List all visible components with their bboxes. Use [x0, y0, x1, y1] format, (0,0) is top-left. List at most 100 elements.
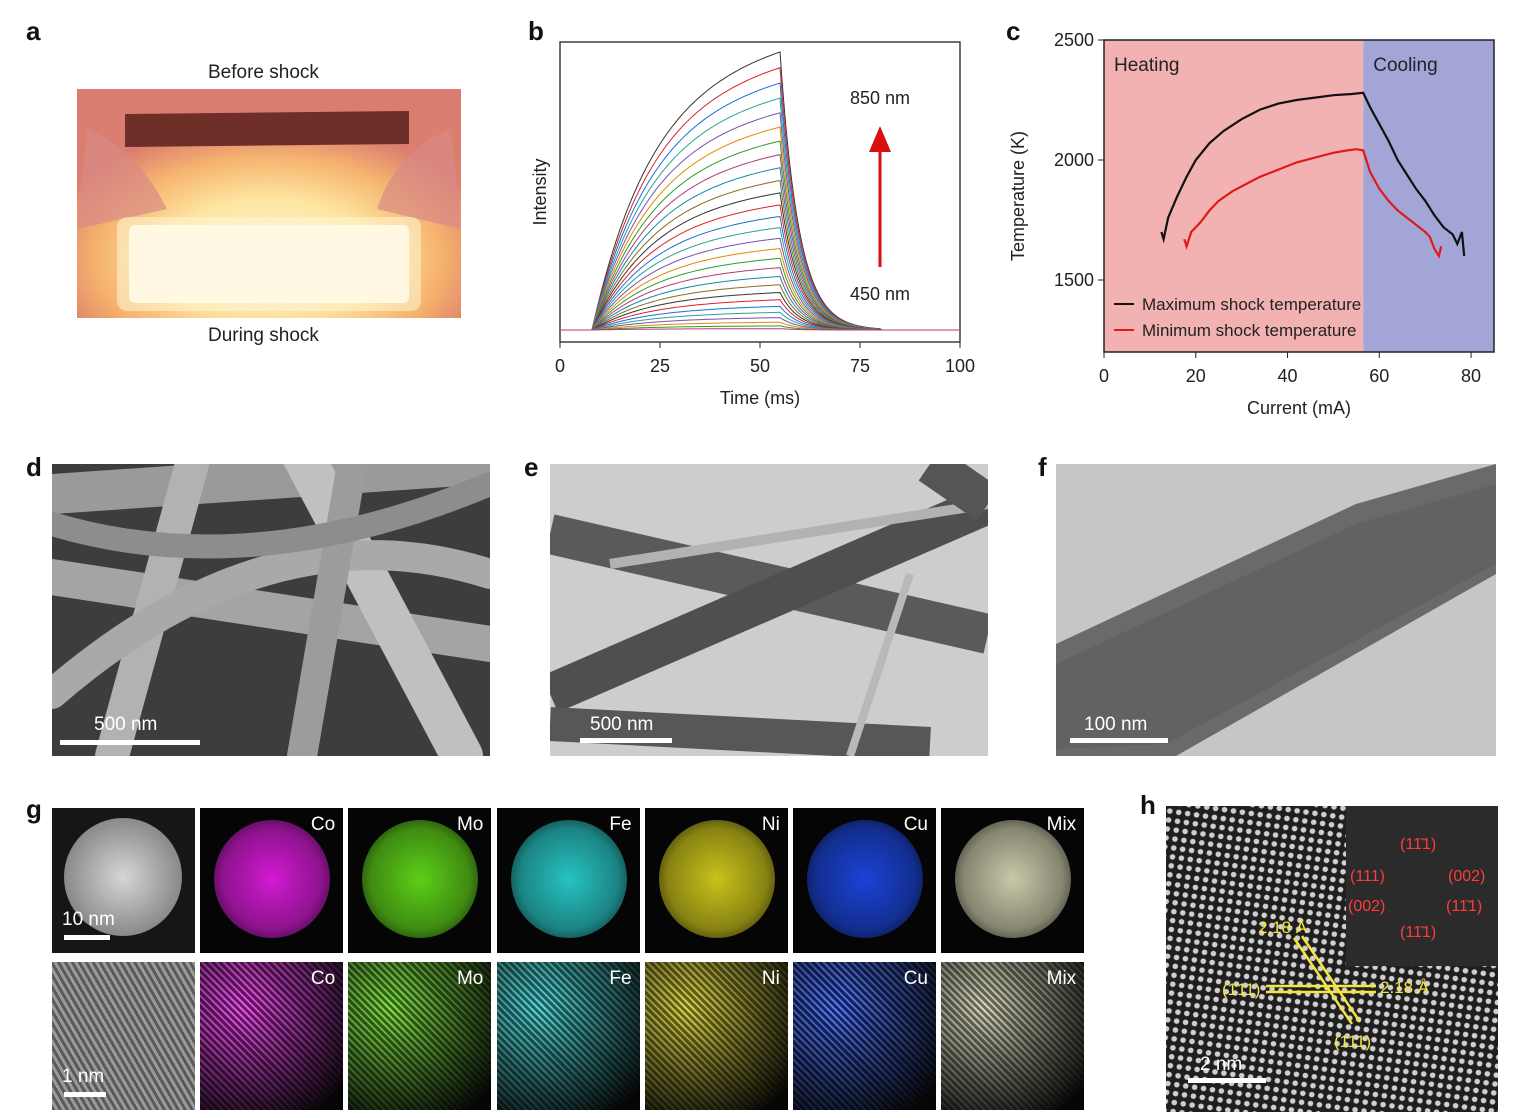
scale-label-d: 500 nm — [94, 714, 158, 735]
y-axis-label-b: Intensity — [530, 158, 550, 225]
scale-label-g: 10 nm — [62, 909, 115, 930]
intensity-chart: 0 25 50 75 100 Time (ms) Intensity 850 nm 450 nm — [530, 41, 975, 408]
x-axis-label-c: Current (mA) — [1247, 398, 1351, 418]
during-shock-caption: During shock — [208, 325, 319, 346]
temperature-chart: Heating Cooling 0 20 40 60 80 1500 2000 2500 Curre… — [1008, 30, 1495, 418]
eds-map-co: Co — [200, 962, 344, 1110]
eds-map-label: Cu — [903, 968, 928, 989]
scale-bar-d — [60, 740, 200, 745]
scale-bar-f — [1070, 738, 1168, 743]
x-tick-label-b: 0 — [555, 356, 565, 376]
spectrum-series-line — [560, 227, 960, 331]
scale-label-f: 100 nm — [1084, 714, 1148, 735]
eds-map-label: Mo — [456, 968, 484, 989]
element-distribution-blob — [658, 820, 775, 938]
fft-label-right2: (11̄1) — [1446, 898, 1483, 915]
hrtem-lattice-graphic — [1166, 806, 1498, 1112]
fft-label-left2: (002) — [1348, 898, 1386, 915]
tem-image-e: 500 nm — [550, 464, 988, 756]
eds-map-cu: Cu — [793, 962, 936, 1110]
fft-label-right: (002) — [1448, 868, 1486, 885]
eds-map-mix: Mix — [941, 962, 1085, 1110]
tem-fiber-zoom-graphic — [1056, 464, 1496, 756]
panel-letter-f: f — [1038, 452, 1047, 482]
eds-map-mo: Mo — [348, 962, 492, 1110]
y-tick-label-c: 2500 — [1054, 30, 1094, 50]
eds-map-cu: Cu — [793, 808, 936, 953]
x-tick-label-b: 75 — [850, 356, 870, 376]
tem-fibers-graphic — [550, 464, 988, 756]
shock-photo-graphic — [77, 89, 461, 318]
legend-entry: Minimum shock temperature — [1142, 321, 1356, 340]
fft-label-left: (111) — [1350, 868, 1385, 885]
tem-image-f: 100 nm — [1056, 464, 1496, 756]
before-shock-caption: Before shock — [208, 62, 319, 83]
eds-map-label: Ni — [761, 814, 780, 835]
y-tick-label-c: 2000 — [1054, 150, 1094, 170]
panel-letter-h: h — [1140, 790, 1156, 820]
eds-map-label: Mix — [1046, 814, 1077, 835]
eds-map-label: Fe — [609, 814, 632, 835]
fft-label-top: (11̄1) — [1400, 836, 1437, 853]
hrtem-image: (11̄1) (111) (002) (002) (11̄1) (11̄1) 2… — [1166, 806, 1498, 1112]
spacing-label-a: 2.18 Å — [1258, 918, 1308, 937]
panel-letter-g: g — [26, 794, 42, 824]
x-tick-label-c: 40 — [1278, 366, 1298, 386]
x-tick-label-b: 100 — [945, 356, 975, 376]
temperature-series-line — [1160, 91, 1466, 257]
eds-map-co: Co — [200, 808, 344, 953]
sem-image: 500 nm — [52, 464, 490, 756]
x-tick-label-c: 20 — [1186, 366, 1206, 386]
plane-label-left: (1̄11) — [1222, 980, 1261, 999]
wavelength-arrow-head — [869, 126, 891, 152]
panel-letter-b: b — [528, 16, 544, 46]
scale-label-g: 1 nm — [62, 1066, 105, 1087]
panel-letter-c: c — [1006, 16, 1021, 46]
fft-label-bottom: (11̄1) — [1400, 924, 1437, 941]
particle-blob — [64, 818, 182, 936]
eds-map-label: Co — [310, 968, 336, 989]
region-heating — [1104, 40, 1364, 352]
haadf-image: 10 nm — [52, 808, 195, 953]
eds-map-mo: Mo — [348, 808, 492, 953]
eds-map-mix: Mix — [941, 808, 1085, 953]
x-tick-label-b: 25 — [650, 356, 670, 376]
annotation-450nm: 450 nm — [850, 284, 910, 304]
eds-map-fe: Fe — [496, 808, 640, 953]
scale-bar-g — [64, 1092, 106, 1097]
scale-label-e: 500 nm — [590, 714, 654, 735]
eds-map-fe: Fe — [496, 962, 640, 1110]
plane-label-bottom: (111) — [1334, 1032, 1372, 1051]
spacing-label-b: 2.18 Å — [1380, 978, 1430, 997]
eds-map-label: Cu — [903, 814, 928, 835]
x-tick-label-c: 80 — [1461, 366, 1481, 386]
haadf-lattice-image: 1 nm — [52, 962, 195, 1110]
temperature-series-line — [1183, 148, 1443, 259]
x-tick-label-c: 60 — [1369, 366, 1389, 386]
eds-map-label: Mix — [1046, 968, 1077, 989]
x-axis-label-b: Time (ms) — [720, 388, 800, 408]
eds-map-label: Ni — [761, 968, 780, 989]
panel-letter-a: a — [26, 16, 41, 46]
spectrum-series-line — [560, 328, 960, 331]
eds-map-label: Co — [310, 814, 336, 835]
spectrum-series-line — [560, 167, 960, 331]
x-tick-label-b: 50 — [750, 356, 770, 376]
scale-bar-e — [580, 738, 672, 743]
x-tick-label-c: 0 — [1099, 366, 1109, 386]
annotation-850nm: 850 nm — [850, 88, 910, 108]
y-tick-label-c: 1500 — [1054, 270, 1094, 290]
eds-map-label: Mo — [456, 814, 484, 835]
element-distribution-blob — [510, 820, 627, 938]
scale-label-h: 2 nm — [1200, 1054, 1243, 1075]
y-axis-label-c: Temperature (K) — [1008, 131, 1028, 261]
eds-map-label: Fe — [609, 968, 632, 989]
element-distribution-blob — [214, 820, 331, 938]
region-label-heating: Heating — [1114, 55, 1180, 76]
legend-entry: Maximum shock temperature — [1142, 295, 1361, 314]
panel-letter-e: e — [524, 452, 539, 482]
eds-map-ni: Ni — [644, 962, 788, 1110]
eds-map-ni: Ni — [644, 808, 788, 953]
element-distribution-blob — [362, 820, 479, 938]
panel-letter-d: d — [26, 452, 42, 482]
